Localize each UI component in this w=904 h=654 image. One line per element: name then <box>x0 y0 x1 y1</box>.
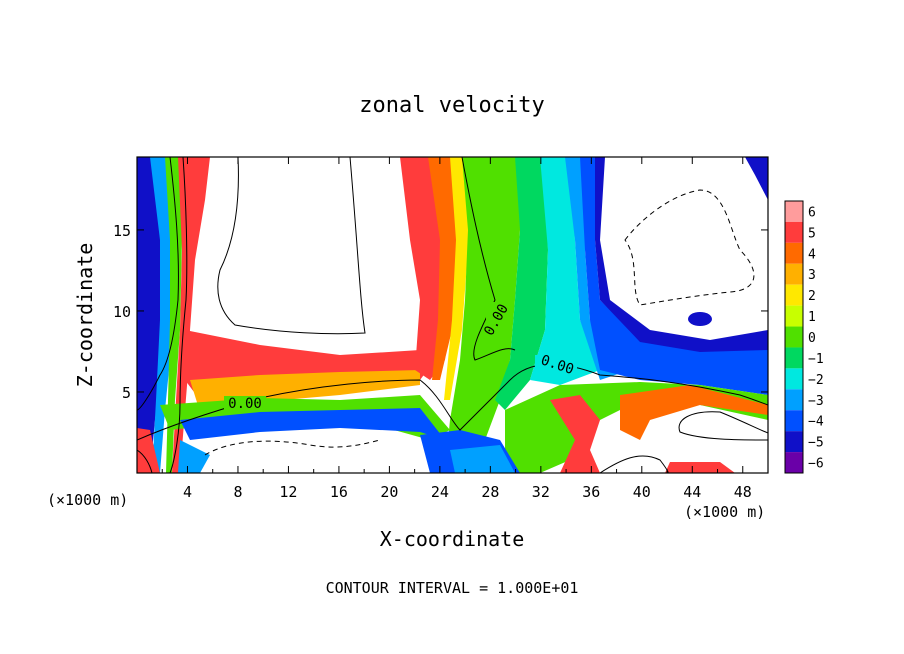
field-region-bottom-left-red <box>137 428 160 473</box>
field-region-left-green <box>165 157 182 473</box>
x-tick-label: 32 <box>532 483 550 501</box>
colorbar-swatch <box>785 284 803 306</box>
contour-thin-lower-right <box>678 411 768 441</box>
x-tick-label: 12 <box>279 483 297 501</box>
y-tick-label: 15 <box>113 222 131 240</box>
y-axis-label: Z-coordinate <box>73 243 97 388</box>
field-region-middle-teal <box>495 157 548 410</box>
contour-zero-left2 <box>169 157 188 473</box>
colorbar-label: 4 <box>808 247 816 262</box>
field-region-left-red <box>172 157 210 473</box>
colorbar-swatch <box>785 410 803 432</box>
colorbar-label: 3 <box>808 268 816 283</box>
colorbar-swatch <box>785 389 803 411</box>
colorbar-label: 1 <box>808 310 816 325</box>
chart-title: zonal velocity <box>359 93 544 118</box>
colorbar-swatch <box>785 305 803 327</box>
field-region-lower-right-red <box>550 395 600 473</box>
field-region-center-orange <box>428 157 462 380</box>
colorbar-label: 5 <box>808 226 816 241</box>
colorbar: 6 5 4 3 2 1 0 −1 −2 −3 −4 −5 −6 <box>784 200 824 474</box>
field-region-bottom-left2 <box>178 440 210 473</box>
colorbar-swatch <box>785 326 803 348</box>
field-region-center-yellow <box>444 157 470 400</box>
x-tick-label: 36 <box>582 483 600 501</box>
x-tick-label: 24 <box>431 483 449 501</box>
field-region-right-purple <box>745 157 768 200</box>
contour-zero-left <box>137 157 179 411</box>
y-axis-ticks: 5 10 15 <box>113 222 768 402</box>
x-tick-label: 8 <box>233 483 242 501</box>
colorbar-label: −1 <box>808 352 824 367</box>
colorbar-label: −2 <box>808 373 824 388</box>
colorbar-swatch <box>785 201 803 222</box>
x-tick-label: 16 <box>330 483 348 501</box>
x-unit-right: (×1000 m) <box>684 503 765 521</box>
x-axis-ticks: 4 8 12 16 20 24 28 32 36 40 44 48 <box>161 157 769 501</box>
field-region-left-cyan <box>150 157 176 473</box>
colorbar-label: 6 <box>808 205 816 220</box>
plot-frame <box>136 156 769 474</box>
field-region-right-blob <box>688 312 712 326</box>
colorbar-label: −6 <box>808 457 824 472</box>
contour-labels: 0.00 0.00 0.00 <box>224 301 577 412</box>
contour-thin-upper-left <box>217 157 366 335</box>
contour-zero-upper <box>461 157 516 361</box>
x-tick-label: 4 <box>183 483 192 501</box>
contour-dashed-lower-left <box>204 439 381 456</box>
contour-interval-footer: CONTOUR INTERVAL = 1.000E+01 <box>326 579 579 597</box>
colorbar-swatch <box>785 242 803 264</box>
colorbar-swatch <box>785 368 803 390</box>
y-tick-label: 5 <box>122 384 131 402</box>
x-tick-label: 40 <box>633 483 651 501</box>
colorbar-label: 0 <box>808 331 816 346</box>
x-tick-label: 48 <box>734 483 752 501</box>
x-unit-left: (×1000 m) <box>47 491 128 509</box>
colorbar-swatch <box>785 347 803 369</box>
x-axis-label: X-coordinate <box>380 527 525 551</box>
field-region-middle-cyan <box>530 157 600 385</box>
contour-thin-bottom-left <box>137 449 153 473</box>
colorbar-swatch <box>785 221 803 243</box>
colorbar-swatch <box>785 431 803 453</box>
field-region-lower-right-orange <box>620 385 768 440</box>
colorbar-label: 2 <box>808 289 816 304</box>
x-tick-label: 28 <box>481 483 499 501</box>
colorbar-label: −4 <box>808 415 824 430</box>
y-tick-label: 10 <box>113 303 131 321</box>
field-region-left-band-blue <box>180 408 445 440</box>
velocity-field: 0.00 0.00 0.00 <box>137 157 768 473</box>
field-region-bottom-cyan <box>450 445 515 473</box>
colorbar-swatch <box>785 263 803 285</box>
colorbar-label: −3 <box>808 394 824 409</box>
colorbar-swatch <box>785 452 803 473</box>
x-tick-label: 20 <box>380 483 398 501</box>
field-region-middle-lightblue <box>565 157 630 380</box>
colorbar-label: −5 <box>808 436 824 451</box>
colorbar-frame <box>784 200 804 474</box>
x-tick-label: 44 <box>683 483 701 501</box>
contour-label-1: 0.00 <box>228 396 262 412</box>
field-region-right-blue <box>580 157 768 395</box>
